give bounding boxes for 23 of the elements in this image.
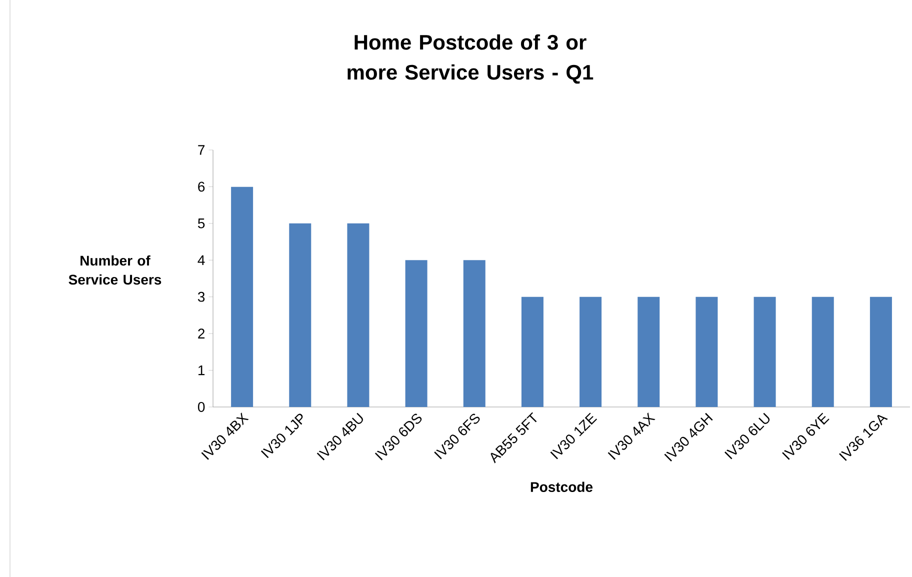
y-tick-label: 4 bbox=[198, 255, 205, 265]
y-axis-title: Number of Service Users bbox=[68, 255, 162, 285]
y-tick-label: 2 bbox=[198, 328, 205, 338]
bar bbox=[231, 186, 254, 407]
y-tick-label: 1 bbox=[198, 365, 205, 376]
bar bbox=[696, 296, 718, 407]
bar bbox=[638, 296, 660, 407]
bar bbox=[347, 223, 370, 407]
y-tick-label: 7 bbox=[198, 145, 205, 155]
bar bbox=[521, 296, 544, 407]
y-tick-label: 3 bbox=[198, 292, 205, 302]
bar bbox=[289, 223, 312, 407]
bar bbox=[754, 296, 776, 407]
bar bbox=[812, 296, 834, 407]
bar bbox=[580, 296, 602, 407]
bar bbox=[463, 260, 486, 407]
chart-title: Home Postcode of 3 or more Service Users - Q1 bbox=[348, 34, 594, 84]
y-tick-label: 5 bbox=[198, 218, 205, 228]
bar bbox=[405, 260, 428, 407]
y-tick-label: 0 bbox=[198, 402, 205, 412]
bar bbox=[870, 296, 892, 407]
x-axis-title: Postcode bbox=[530, 482, 593, 492]
y-tick-label: 6 bbox=[198, 182, 205, 192]
